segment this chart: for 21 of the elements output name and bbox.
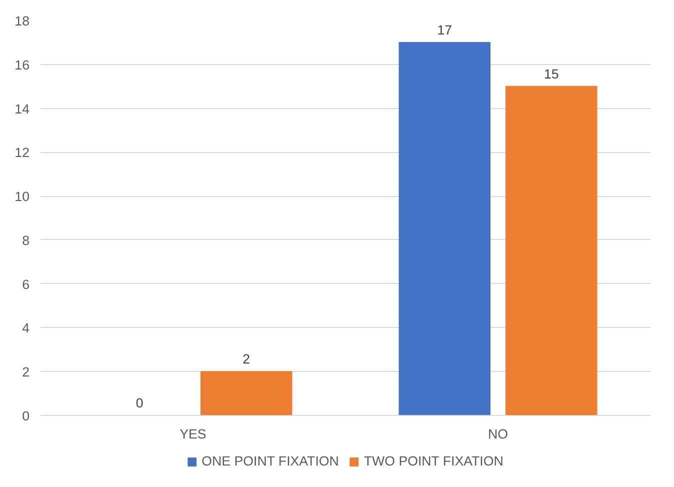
x-tick-label: NO xyxy=(488,426,508,442)
y-tick-label: 14 xyxy=(14,101,30,116)
y-tick-label: 6 xyxy=(22,276,30,292)
legend-label: ONE POINT FIXATION xyxy=(202,454,339,468)
y-tick-label: 4 xyxy=(22,320,30,336)
y-tick-label: 12 xyxy=(14,145,30,160)
y-tick-label: 8 xyxy=(22,232,30,248)
y-tick-label: 16 xyxy=(14,57,30,72)
legend-label: TWO POINT FIXATION xyxy=(364,454,504,468)
y-tick-label: 18 xyxy=(14,14,30,28)
bar xyxy=(200,371,292,416)
data-label: 15 xyxy=(544,66,559,82)
x-tick-label: YES xyxy=(180,426,206,442)
y-tick-label: 2 xyxy=(22,364,30,380)
data-label: 17 xyxy=(437,22,452,38)
y-tick-label: 10 xyxy=(14,189,30,204)
bar xyxy=(398,42,490,416)
data-label: 2 xyxy=(242,352,250,367)
data-label: 0 xyxy=(136,396,144,410)
bar xyxy=(506,86,598,416)
y-tick-label: 0 xyxy=(22,408,30,424)
